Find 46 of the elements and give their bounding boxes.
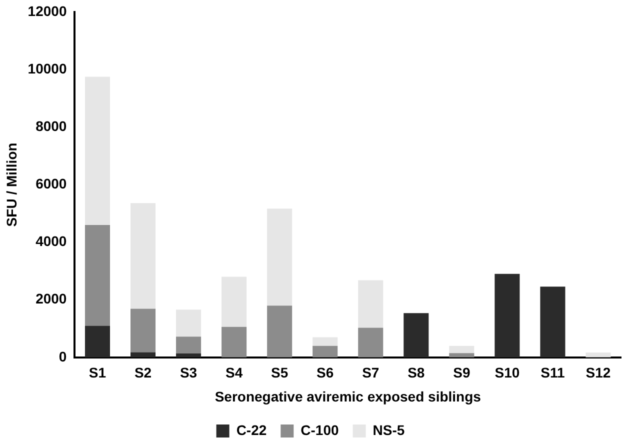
x-tick-label: S10 [494, 364, 520, 381]
bar [130, 352, 156, 358]
x-tick-label: S6 [316, 364, 334, 381]
legend-label: C-100 [300, 422, 340, 438]
x-tick-label: S5 [271, 364, 288, 381]
bar [540, 286, 566, 358]
x-tick-label: S7 [362, 364, 380, 381]
bar [130, 308, 156, 352]
bar [176, 336, 202, 354]
bar [176, 310, 202, 337]
x-tick-label: S4 [225, 364, 243, 381]
bar [130, 203, 156, 309]
x-tick-label: S11 [540, 364, 565, 381]
bar [84, 326, 110, 358]
y-tick-label: 2000 [36, 290, 67, 307]
bar [84, 76, 110, 225]
bar [267, 306, 292, 358]
y-tick-label: 4000 [36, 233, 67, 250]
bar [358, 328, 384, 358]
bar [312, 337, 338, 346]
bar [222, 276, 247, 327]
y-tick-label: 12000 [28, 2, 67, 19]
bar [449, 346, 474, 354]
x-tick-label: S8 [408, 364, 425, 381]
x-tick-label: S1 [88, 364, 106, 381]
y-tick-label: 8000 [36, 118, 67, 134]
bar [222, 326, 247, 358]
y-tick-label: 6000 [36, 176, 67, 192]
bar [358, 280, 384, 328]
y-axis-title: SFU / Million [3, 142, 20, 227]
legend-label: NS-5 [372, 422, 405, 438]
bar [449, 353, 474, 358]
x-tick-label: S3 [180, 364, 198, 381]
x-axis-title: Seronegative aviremic exposed siblings [214, 388, 482, 404]
bar [84, 224, 110, 326]
bar [494, 274, 520, 358]
x-tick-label: S2 [134, 364, 152, 381]
x-tick-label: S12 [586, 364, 611, 381]
bar [267, 208, 292, 306]
bar [586, 352, 611, 358]
x-tick-label: S9 [453, 364, 470, 381]
bar [404, 313, 429, 358]
y-tick-label: 0 [58, 348, 67, 364]
y-tick-label: 10000 [28, 60, 67, 76]
legend-label: C-22 [236, 422, 267, 438]
bar [312, 346, 338, 358]
